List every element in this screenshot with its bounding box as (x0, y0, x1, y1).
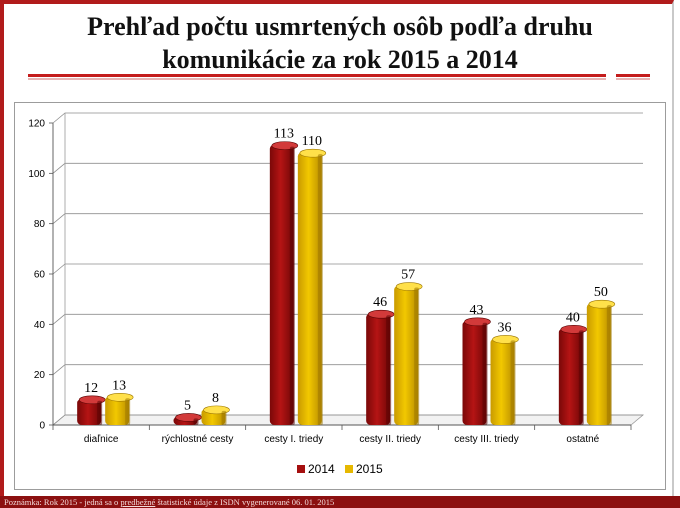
y-tick-label: 20 (34, 370, 46, 381)
title-rule-shadow (28, 78, 606, 80)
footnote-prefix: Poznámka: Rok 2015 - jedná sa o (4, 497, 121, 507)
bar-side (221, 410, 227, 425)
bar-side (125, 398, 131, 425)
data-label: 13 (112, 378, 126, 393)
slide-title: Prehľad počtu usmrtených osôb podľa druh… (20, 10, 660, 76)
legend-swatch (345, 465, 353, 473)
bar-front (558, 328, 583, 425)
y-tick-label: 100 (28, 169, 45, 180)
bars (77, 141, 616, 425)
data-label: 12 (84, 381, 98, 396)
bar-front (462, 320, 487, 425)
bar-side (193, 418, 199, 425)
bar-chart: 0 20 40 60 80 100 120 diaľnice 12 13 rýchlostné ce… (28, 112, 645, 476)
data-label: 113 (274, 127, 294, 142)
bar-front (490, 338, 515, 425)
bar-side (510, 340, 516, 425)
title-rule-end (616, 74, 650, 77)
bar-side (289, 146, 295, 425)
bar (366, 309, 395, 425)
legend-label: 2015 (356, 462, 383, 476)
bar-front (269, 144, 294, 425)
bar-front (105, 396, 130, 425)
bar-side (317, 154, 323, 425)
x-category-label: rýchlostné cesty (162, 434, 234, 445)
labels: 0 20 40 60 80 100 120 diaľnice 12 13 rýchlostné ce… (28, 119, 608, 446)
x-category-label: cesty II. triedy (359, 434, 421, 445)
y-tick-label: 80 (34, 219, 46, 230)
bar-side (606, 305, 612, 425)
data-label: 50 (594, 285, 608, 300)
bar (394, 282, 423, 425)
bar (490, 335, 519, 425)
bar (173, 413, 202, 425)
y-tick-label: 60 (34, 270, 46, 281)
footnote: Poznámka: Rok 2015 - jedná sa o predbežn… (0, 496, 680, 508)
data-label: 40 (566, 310, 580, 325)
bar (462, 317, 491, 425)
bar (297, 148, 327, 425)
bar (558, 325, 588, 425)
floor (51, 414, 645, 426)
data-label: 57 (401, 268, 415, 283)
data-label: 110 (302, 134, 322, 149)
legend: 2014 2015 (297, 462, 383, 476)
bar-side (97, 400, 103, 425)
title-rule-shadow-end (616, 78, 650, 80)
grid (51, 112, 645, 426)
footnote-link[interactable]: predbežné (120, 497, 156, 507)
bar-front (297, 152, 322, 425)
data-label: 8 (212, 391, 219, 406)
bar-side (578, 330, 584, 425)
title-line-1: Prehľad počtu usmrtených osôb podľa druh… (87, 12, 593, 41)
slide-frame (0, 0, 674, 496)
chart-container: 0 20 40 60 80 100 120 diaľnice 12 13 rýchlostné ce… (14, 102, 666, 490)
x-category-label: ostatné (566, 434, 599, 445)
bar-front (366, 313, 391, 425)
data-label: 5 (184, 398, 191, 413)
axes (49, 113, 632, 430)
title-line-2: komunikácie za rok 2015 a 2014 (162, 45, 518, 74)
bar (77, 395, 106, 425)
legend-swatch (297, 465, 305, 473)
x-category-label: cesty III. triedy (454, 434, 518, 445)
bar-front (394, 285, 419, 425)
bar (201, 405, 230, 425)
bar-front (77, 398, 102, 425)
y-tick-label: 40 (34, 320, 46, 331)
bar (269, 141, 299, 425)
data-label: 36 (498, 320, 512, 335)
data-label: 46 (373, 295, 387, 310)
bar-front (586, 303, 611, 425)
bar (586, 299, 616, 425)
bar-side (386, 315, 392, 425)
legend-label: 2014 (308, 462, 335, 476)
data-label: 43 (470, 303, 484, 318)
y-tick-label: 0 (39, 421, 45, 432)
title-rule-main (28, 74, 606, 77)
footnote-suffix: štatistické údaje z ISDN vygenerované 06… (155, 497, 335, 507)
bar-side (482, 322, 488, 425)
x-category-label: cesty I. triedy (264, 434, 323, 445)
y-tick-label: 120 (28, 119, 45, 130)
bar-side (414, 287, 420, 425)
bar (105, 392, 134, 425)
x-category-label: diaľnice (84, 434, 119, 445)
